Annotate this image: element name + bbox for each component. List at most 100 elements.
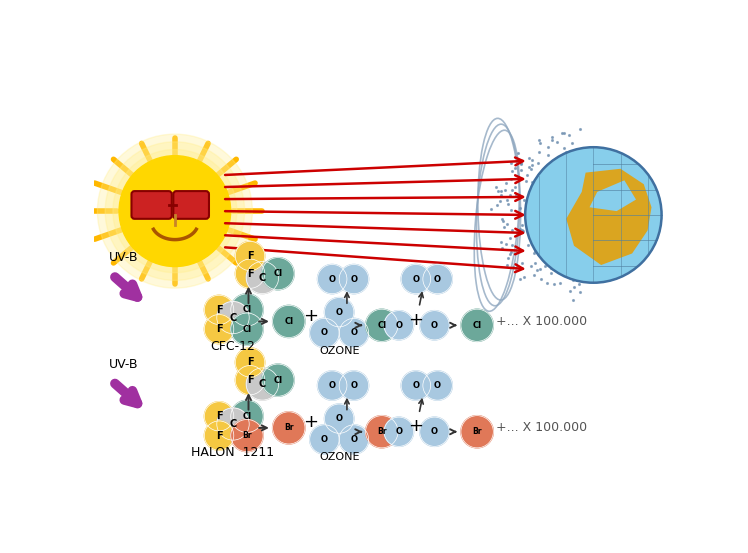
Circle shape <box>230 313 263 345</box>
Text: O: O <box>328 381 336 390</box>
Text: +... X 100.000: +... X 100.000 <box>497 315 588 327</box>
Text: O: O <box>412 381 420 390</box>
Text: C: C <box>230 312 236 322</box>
Circle shape <box>272 412 305 444</box>
Text: F: F <box>247 357 254 367</box>
Circle shape <box>339 319 369 348</box>
Text: F: F <box>247 375 254 385</box>
Text: O: O <box>396 321 402 330</box>
Polygon shape <box>566 169 652 265</box>
Text: Cl: Cl <box>242 325 251 333</box>
Text: C: C <box>259 273 266 283</box>
Text: C: C <box>259 379 266 389</box>
Text: O: O <box>431 427 438 436</box>
Text: OZONE: OZONE <box>319 346 360 356</box>
Circle shape <box>230 400 263 432</box>
Text: O: O <box>434 381 441 390</box>
Circle shape <box>204 401 234 431</box>
Text: Cl: Cl <box>377 321 387 330</box>
Circle shape <box>262 364 294 397</box>
Text: UV-B: UV-B <box>109 358 138 371</box>
Circle shape <box>310 425 339 454</box>
Circle shape <box>236 259 265 288</box>
Text: +: + <box>303 413 318 431</box>
Circle shape <box>366 416 398 448</box>
FancyBboxPatch shape <box>132 191 172 219</box>
Circle shape <box>461 416 494 448</box>
Circle shape <box>246 368 279 400</box>
Circle shape <box>525 147 661 283</box>
Circle shape <box>113 149 237 273</box>
Circle shape <box>230 420 263 452</box>
Circle shape <box>401 371 431 400</box>
Circle shape <box>262 258 294 290</box>
Text: F: F <box>215 305 222 315</box>
Circle shape <box>217 408 249 440</box>
Text: O: O <box>336 414 343 423</box>
Circle shape <box>366 309 398 341</box>
Text: Cl: Cl <box>284 317 293 326</box>
Circle shape <box>272 305 305 337</box>
Circle shape <box>461 309 494 341</box>
Polygon shape <box>589 180 636 211</box>
Text: O: O <box>350 381 358 390</box>
Text: OZONE: OZONE <box>319 452 360 462</box>
Circle shape <box>204 315 234 344</box>
Text: +... X 100.000: +... X 100.000 <box>497 421 588 434</box>
Circle shape <box>317 371 347 400</box>
Circle shape <box>97 134 252 288</box>
Text: O: O <box>321 435 328 444</box>
Circle shape <box>236 366 265 395</box>
Circle shape <box>423 371 453 400</box>
Circle shape <box>420 417 450 446</box>
Text: +: + <box>303 307 318 325</box>
Text: Br: Br <box>284 424 293 432</box>
Circle shape <box>236 241 265 270</box>
Circle shape <box>325 298 354 327</box>
Circle shape <box>119 156 230 267</box>
Circle shape <box>384 417 414 446</box>
Text: F: F <box>215 431 222 441</box>
Circle shape <box>401 264 431 294</box>
Circle shape <box>339 425 369 454</box>
Circle shape <box>339 371 369 400</box>
Circle shape <box>217 301 249 333</box>
Circle shape <box>230 294 263 326</box>
Text: Br: Br <box>242 431 251 440</box>
Text: F: F <box>247 269 254 279</box>
Text: O: O <box>434 275 441 284</box>
Circle shape <box>384 311 414 340</box>
Text: F: F <box>215 324 222 334</box>
Circle shape <box>317 264 347 294</box>
Text: Cl: Cl <box>473 321 482 330</box>
Text: O: O <box>350 328 358 337</box>
Text: O: O <box>336 307 343 317</box>
Text: UV-B: UV-B <box>109 252 138 264</box>
Text: O: O <box>350 435 358 444</box>
Text: C: C <box>230 419 236 429</box>
Circle shape <box>204 421 234 450</box>
FancyBboxPatch shape <box>174 191 209 219</box>
Text: O: O <box>321 328 328 337</box>
Text: Br: Br <box>377 427 387 436</box>
Text: Cl: Cl <box>242 305 251 315</box>
Text: O: O <box>431 321 438 330</box>
Text: HALON  1211: HALON 1211 <box>191 446 275 460</box>
Text: Cl: Cl <box>242 412 251 421</box>
Circle shape <box>105 142 245 280</box>
Text: F: F <box>215 411 222 421</box>
Circle shape <box>310 319 339 348</box>
Text: F: F <box>247 251 254 261</box>
Circle shape <box>339 264 369 294</box>
Text: +: + <box>408 311 423 328</box>
Text: Cl: Cl <box>273 269 283 278</box>
Text: Cl: Cl <box>273 375 283 385</box>
Circle shape <box>204 295 234 325</box>
Text: O: O <box>396 427 402 436</box>
Circle shape <box>325 404 354 434</box>
Text: O: O <box>350 275 358 284</box>
Text: +: + <box>408 417 423 435</box>
Circle shape <box>246 262 279 294</box>
Text: CFC-12: CFC-12 <box>211 340 255 353</box>
Text: O: O <box>412 275 420 284</box>
